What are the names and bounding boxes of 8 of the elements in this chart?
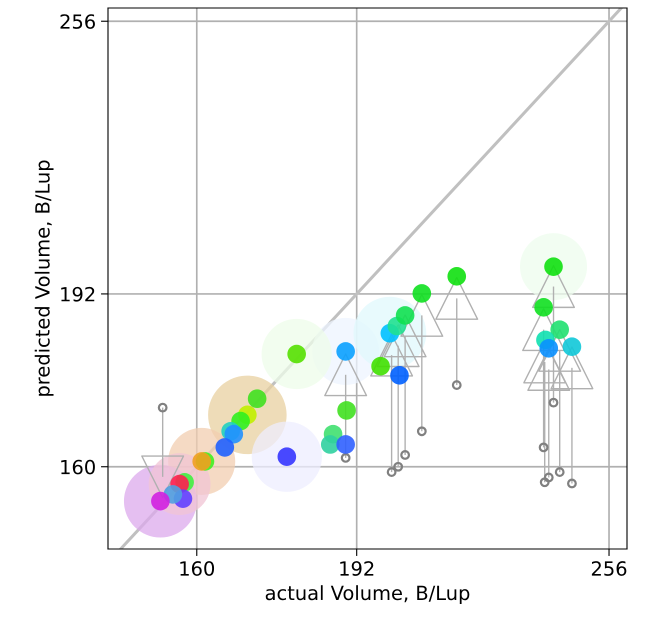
x-tick-label: 256 <box>592 561 626 576</box>
y-tick-label: 192 <box>61 286 94 302</box>
y-tick-label: 256 <box>60 14 95 29</box>
y-tick-label: 160 <box>61 460 95 474</box>
x-tick-label: 160 <box>180 561 214 576</box>
x-tick-label: 192 <box>340 561 374 576</box>
x-axis-title: actual Volume, B/Lup <box>266 585 470 604</box>
y-axis-title: predicted Volume, B/Lup <box>34 160 54 396</box>
